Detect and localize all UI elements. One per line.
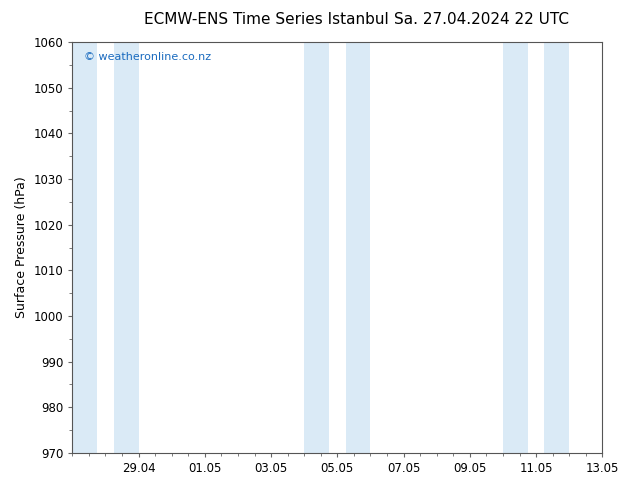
Bar [113, 42, 139, 453]
Text: ECMW-ENS Time Series Istanbul: ECMW-ENS Time Series Istanbul [144, 12, 389, 27]
Bar [503, 42, 527, 453]
Text: © weatheronline.co.nz: © weatheronline.co.nz [84, 52, 211, 62]
Bar [545, 42, 569, 453]
Bar [72, 42, 97, 453]
Text: Sa. 27.04.2024 22 UTC: Sa. 27.04.2024 22 UTC [394, 12, 569, 27]
Bar [304, 42, 329, 453]
Y-axis label: Surface Pressure (hPa): Surface Pressure (hPa) [15, 176, 28, 318]
Bar [346, 42, 370, 453]
